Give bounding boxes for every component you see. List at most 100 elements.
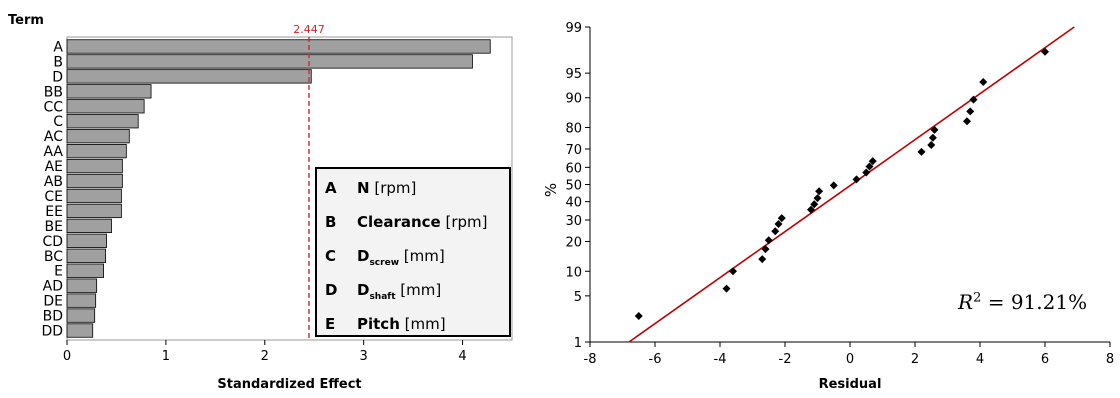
x-tick-label: -6 [649, 352, 662, 367]
legend-name: D [357, 281, 370, 299]
y-tick-label: 20 [565, 235, 582, 250]
data-point [829, 181, 838, 190]
category-label: AD [43, 279, 63, 295]
y-tick-label: 30 [565, 214, 582, 229]
data-point [852, 175, 861, 184]
y-tick-label: 10 [565, 265, 582, 280]
category-label: BE [45, 219, 63, 235]
data-point [928, 133, 937, 142]
category-label: AB [44, 174, 63, 190]
x-tick-label: -4 [714, 352, 727, 367]
data-point [771, 227, 780, 236]
category-label: AE [45, 159, 63, 175]
bar-aa [66, 143, 127, 159]
r-squared-power: 2 [973, 290, 982, 306]
y-tick-label: 40 [565, 196, 582, 211]
legend-row-b: B Clearance [rpm] [325, 213, 488, 235]
y-tick-label: 5 [574, 290, 582, 305]
bar-bc [66, 248, 106, 263]
category-label: BC [44, 249, 63, 265]
y-tick-label: 99 [565, 21, 582, 36]
y-tick-label: 90 [565, 92, 582, 107]
y-tick-label: 50 [565, 179, 582, 194]
x-tick-label: 2 [911, 352, 919, 367]
probability-plot: 1 5 10 20 30 40 50 60 70 80 90 95 99 -8 -6 -4 -2 0 2 4 6 8 Res… [542, 21, 1114, 392]
reference-label: 2.447 [293, 23, 325, 36]
legend-row-a: A N [rpm] [325, 179, 416, 201]
data-point [758, 255, 767, 264]
data-point [862, 168, 871, 177]
y-axis-title: % [542, 183, 560, 197]
x-axis-title: Residual [819, 377, 882, 392]
y-tick-label: 1 [574, 336, 582, 351]
y-tick-label: 95 [565, 67, 582, 82]
x-tick-label: 3 [360, 349, 368, 364]
category-label: BB [44, 84, 63, 100]
data-point [729, 267, 737, 276]
legend-code: D [325, 281, 338, 299]
bar-bd [66, 308, 96, 323]
legend-unit: [mm] [403, 247, 445, 265]
data-point [722, 284, 731, 293]
bar-ad [66, 278, 98, 293]
legend-unit: [mm] [400, 281, 442, 299]
x-tick-label: -2 [779, 352, 792, 367]
x-tick-label: 6 [1041, 352, 1049, 367]
data-point [917, 147, 926, 156]
bar-e [66, 263, 104, 278]
data-point [927, 141, 936, 150]
data-point [774, 219, 783, 228]
data-point [930, 125, 939, 134]
data-point [810, 200, 819, 209]
r-squared-value: = 91.21% [987, 290, 1088, 314]
legend-row-c: C Dscrew [mm] [325, 247, 445, 269]
x-tick-label: -8 [584, 352, 597, 367]
category-label: CE [44, 189, 63, 205]
bar-ce [66, 188, 122, 204]
r-squared-symbol: R [958, 290, 974, 314]
legend-name: Clearance [357, 213, 441, 231]
x-axis-title: Standardized Effect [217, 377, 361, 392]
data-point [807, 205, 815, 214]
bar-ab [66, 173, 123, 189]
legend-unit: [rpm] [374, 179, 417, 197]
legend-name: N [357, 179, 370, 197]
bar-cc [66, 99, 145, 114]
legend-subscript: shaft [369, 292, 396, 302]
data-point [966, 107, 975, 116]
x-tick-label: 0 [63, 349, 71, 364]
legend-subscript: screw [369, 258, 400, 268]
fit-line [628, 26, 1075, 343]
category-label: C [53, 114, 63, 130]
y-axis-title: Term [8, 13, 44, 28]
data-point [979, 77, 988, 86]
category-label: AC [44, 129, 63, 145]
legend-row-d: D Dshaft [mm] [325, 281, 441, 303]
r-squared-annotation: R2 = 91.21% [958, 290, 1087, 314]
category-label: B [53, 54, 63, 70]
data-point [634, 312, 643, 321]
legend-code: E [325, 315, 336, 333]
x-tick-label: 2 [261, 349, 269, 364]
data-point [761, 245, 770, 254]
category-label: CC [43, 99, 63, 115]
data-point [969, 95, 978, 104]
bar-a [66, 39, 491, 54]
data-point [865, 162, 874, 171]
bar-ac [66, 129, 130, 144]
bar-bb [66, 84, 152, 99]
category-label: AA [43, 144, 63, 160]
data-point [777, 214, 786, 223]
category-label: BD [43, 309, 63, 325]
x-tick-label: 4 [976, 352, 984, 367]
data-point [1041, 47, 1049, 56]
bar-ae [66, 158, 123, 174]
category-label: CD [42, 234, 63, 250]
x-tick-label: 4 [458, 349, 466, 364]
bar-de [66, 293, 97, 308]
legend-unit: [mm] [404, 315, 446, 333]
x-tick-label: 0 [846, 352, 854, 367]
category-label: E [54, 264, 63, 280]
